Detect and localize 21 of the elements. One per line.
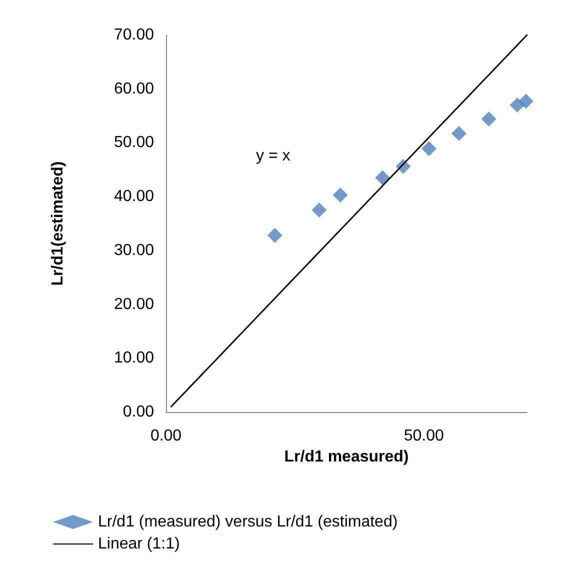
point [267, 228, 282, 243]
y-tick-label: 40.00 [114, 188, 154, 206]
x-axis-title: Lr/d1 measured) [284, 448, 409, 466]
point [312, 202, 327, 218]
y-tick-label: 20.00 [114, 296, 154, 313]
y-tick-label: 50.00 [114, 134, 154, 152]
point [481, 112, 496, 127]
y-tick-label: 30.00 [114, 242, 154, 259]
y-tick-label: 60.00 [114, 80, 154, 98]
point [518, 94, 534, 109]
point [451, 126, 466, 142]
annotation: y = x [256, 148, 290, 164]
y-axis-title: Lr/d1(estimated) [50, 161, 66, 286]
point [375, 170, 390, 186]
y-tick-label: 0.00 [122, 404, 154, 420]
point [422, 141, 437, 156]
legend-label: Lr/d1 (measured) versus Lr/d1 (estimated) [98, 514, 398, 530]
y-tick-label: 10.00 [114, 350, 154, 367]
y-tick-label: 70.00 [114, 26, 154, 44]
point [332, 187, 348, 202]
legend-label: Linear (1:1) [98, 536, 180, 552]
